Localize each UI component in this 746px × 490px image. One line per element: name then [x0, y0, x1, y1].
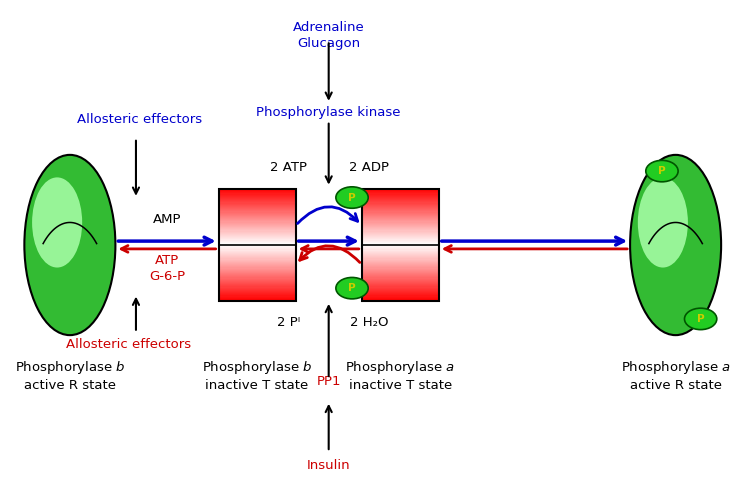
Ellipse shape — [638, 177, 688, 268]
Circle shape — [336, 187, 369, 208]
Text: P: P — [697, 314, 704, 324]
Ellipse shape — [630, 155, 721, 335]
Text: Allosteric effectors: Allosteric effectors — [66, 338, 191, 350]
Text: 2 ADP: 2 ADP — [349, 161, 389, 174]
Bar — [362, 189, 439, 301]
Text: PP1: PP1 — [316, 374, 341, 388]
Text: AMP: AMP — [153, 214, 181, 226]
Text: Phosphorylase $a$
inactive T state: Phosphorylase $a$ inactive T state — [345, 360, 455, 392]
Text: P: P — [348, 193, 356, 202]
Text: Allosteric effectors: Allosteric effectors — [78, 113, 202, 125]
Text: Phosphorylase $b$
inactive T state: Phosphorylase $b$ inactive T state — [202, 360, 313, 392]
Ellipse shape — [25, 155, 116, 335]
Text: Phosphorylase $a$
active R state: Phosphorylase $a$ active R state — [621, 360, 730, 392]
Text: P: P — [658, 166, 665, 176]
Circle shape — [336, 277, 369, 299]
Circle shape — [646, 160, 678, 182]
Bar — [219, 189, 295, 301]
Circle shape — [685, 308, 717, 330]
Text: Phosphorylase $b$
active R state: Phosphorylase $b$ active R state — [15, 360, 125, 392]
Text: 2 H₂O: 2 H₂O — [350, 316, 389, 329]
Text: 2 Pᴵ: 2 Pᴵ — [277, 316, 300, 329]
Text: Insulin: Insulin — [307, 460, 351, 472]
Text: P: P — [348, 283, 356, 293]
Text: 2 ATP: 2 ATP — [270, 161, 307, 174]
Text: Adrenaline
Glucagon: Adrenaline Glucagon — [293, 21, 365, 50]
Text: ATP
G-6-P: ATP G-6-P — [149, 254, 185, 283]
Ellipse shape — [32, 177, 82, 268]
Text: Phosphorylase kinase: Phosphorylase kinase — [257, 106, 401, 119]
